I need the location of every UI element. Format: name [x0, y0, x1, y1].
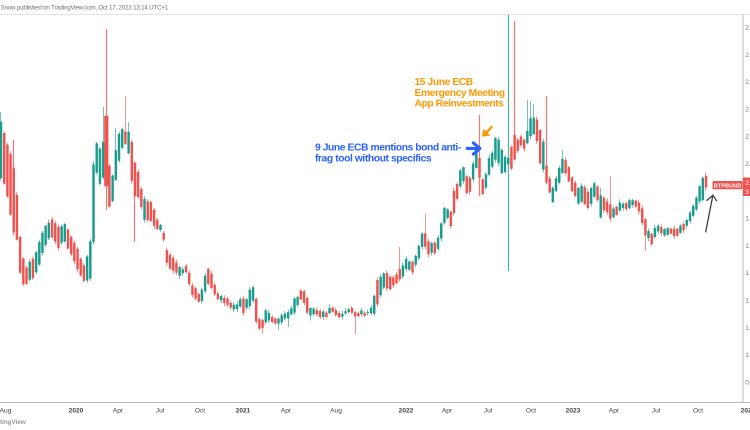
svg-text:Apr: Apr	[442, 408, 453, 415]
svg-text:2.: 2.	[745, 106, 750, 113]
svg-text:2.: 2.	[745, 161, 750, 168]
svg-text:Aug: Aug	[0, 408, 12, 415]
svg-text:Apr: Apr	[609, 408, 620, 415]
svg-text:Apr: Apr	[113, 408, 124, 415]
svg-text:Oct: Oct	[526, 408, 536, 415]
svg-text:Jul: Jul	[156, 408, 165, 415]
svg-text:Jul: Jul	[484, 408, 493, 415]
svg-text:Oct: Oct	[195, 408, 205, 415]
svg-text:1.: 1.	[745, 216, 750, 223]
svg-text:BTPBUND: BTPBUND	[714, 183, 742, 189]
svg-text:2.: 2.	[745, 52, 750, 59]
svg-text:1.: 1.	[745, 270, 750, 277]
svg-text:9 June ECB mentions bond anti-: 9 June ECB mentions bond anti-	[315, 143, 462, 154]
svg-text:2024: 2024	[741, 408, 750, 415]
svg-text:0.: 0.	[745, 379, 750, 386]
svg-text:Emergency Meeting: Emergency Meeting	[415, 88, 505, 99]
svg-text:1.: 1.	[745, 243, 750, 250]
svg-text:Oct: Oct	[693, 408, 703, 415]
svg-text:1.: 1.	[745, 298, 750, 305]
svg-text:2.: 2.	[745, 25, 750, 32]
svg-text:App Reinvestments: App Reinvestments	[415, 99, 505, 110]
svg-text:15 June ECB: 15 June ECB	[415, 77, 473, 88]
svg-text:1.: 1.	[745, 325, 750, 332]
svg-text:Snow published on TradingView.: Snow published on TradingView.com, Oct 1…	[1, 5, 169, 12]
svg-text:Jul: Jul	[652, 408, 661, 415]
svg-text:2023: 2023	[566, 408, 581, 415]
svg-text:2.: 2.	[745, 134, 750, 141]
svg-text:1.: 1.	[745, 352, 750, 359]
svg-text:3: 3	[745, 189, 749, 196]
svg-text:Aug: Aug	[330, 408, 342, 415]
svg-text:Apr: Apr	[281, 408, 292, 415]
svg-text:2021: 2021	[236, 408, 251, 415]
svg-text:2022: 2022	[399, 408, 414, 415]
svg-text:frag tool without specifics: frag tool without specifics	[315, 153, 432, 164]
svg-text:2020: 2020	[69, 408, 84, 415]
svg-text:tingView: tingView	[0, 419, 27, 426]
svg-text:2.: 2.	[745, 180, 750, 187]
svg-text:2.: 2.	[745, 79, 750, 86]
